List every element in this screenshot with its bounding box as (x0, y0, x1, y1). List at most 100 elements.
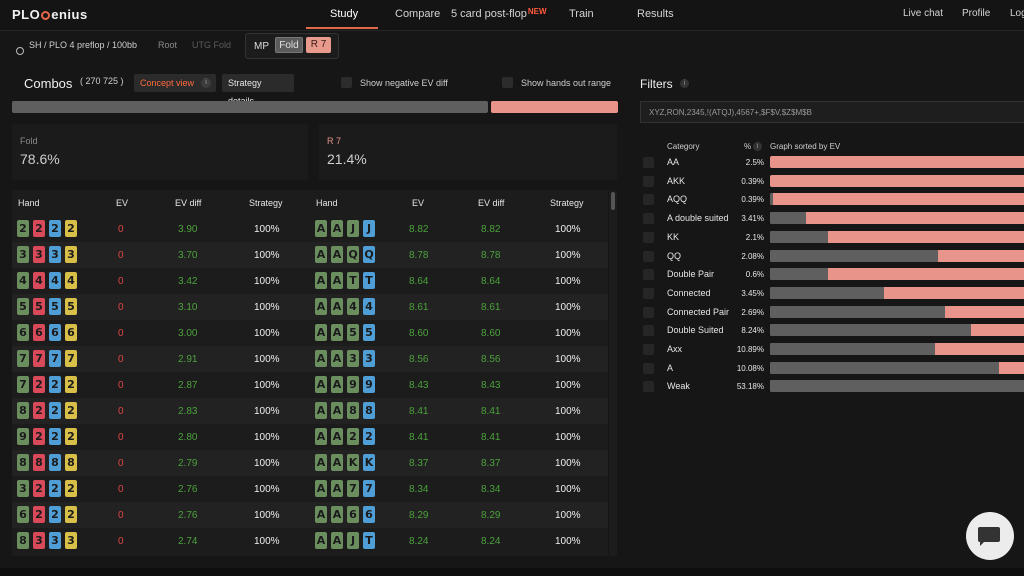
fold-stat-card: Fold 78.6% (12, 124, 308, 180)
col-hand-2[interactable]: Hand (316, 198, 338, 208)
table-row[interactable]: 3 2 2 2 0 2.76 100% A A 7 7 8.34 8.34 100% (12, 476, 608, 502)
filter-query-input[interactable] (640, 101, 1024, 123)
filter-row[interactable]: Axx 10.89% (640, 340, 1024, 359)
filter-row[interactable]: Double Suited 8.24% (640, 321, 1024, 340)
table-row[interactable]: 9 2 2 2 0 2.80 100% A A 2 2 8.41 8.41 100% (12, 424, 608, 450)
brand-logo[interactable]: PLO enius (12, 7, 88, 22)
ev-cell: 8.43 (409, 380, 429, 391)
filter-row[interactable]: Weak 53.18% (640, 377, 1024, 396)
filter-row[interactable]: A double suited 3.41% (640, 209, 1024, 228)
filter-checkbox[interactable] (643, 344, 654, 355)
table-row[interactable]: 4 4 4 4 0 3.42 100% A A T T 8.64 8.64 100% (12, 268, 608, 294)
raise-stat-value: 21.4% (327, 151, 367, 167)
filter-strategy-bar (770, 212, 1024, 225)
filter-checkbox[interactable] (643, 362, 654, 374)
col-strategy-2[interactable]: Strategy (550, 198, 584, 208)
fold-portion (770, 361, 999, 374)
playing-card: 6 (347, 506, 359, 523)
filter-checkbox[interactable] (643, 231, 654, 243)
playing-card: Q (347, 246, 359, 263)
filter-checkbox[interactable] (643, 157, 654, 168)
nav-tab-5-card-post-flop[interactable]: 5 card post-flopNEW (451, 7, 547, 20)
playing-card: A (331, 298, 343, 315)
filter-row[interactable]: Connected 3.45% (640, 284, 1024, 303)
table-row[interactable]: 2 2 2 2 0 3.90 100% A A J J 8.82 8.82 100% (12, 216, 608, 242)
table-row[interactable]: 8 8 8 8 0 2.79 100% A A K K 8.37 8.37 100% (12, 450, 608, 476)
col-ev-diff-2[interactable]: EV diff (478, 198, 505, 208)
concept-view-button[interactable]: Concept view i (134, 74, 216, 92)
table-row[interactable]: 6 2 2 2 0 2.76 100% A A 6 6 8.29 8.29 100% (12, 502, 608, 528)
playing-card: A (315, 350, 327, 367)
playing-card: 6 (33, 324, 45, 341)
playing-card: A (331, 350, 343, 367)
nav-tab-compare[interactable]: Compare (395, 8, 441, 20)
filter-checkbox[interactable] (643, 306, 654, 318)
table-row[interactable]: 8 2 2 2 0 2.83 100% A A 8 8 8.41 8.41 100% (12, 398, 608, 424)
filter-category-name: Connected Pair (667, 306, 730, 317)
breadcrumb-game[interactable]: SH / PLO 4 preflop / 100bb (29, 40, 138, 50)
breadcrumb-utg-fold[interactable]: UTG Fold (192, 40, 232, 50)
table-scrollbar[interactable] (609, 190, 617, 556)
nav-tab-train[interactable]: Train (569, 8, 594, 20)
filter-checkbox[interactable] (643, 250, 654, 262)
table-row[interactable]: 7 7 7 7 0 2.91 100% A A 3 3 8.56 8.56 100% (12, 346, 608, 372)
ev-cell: 0 (118, 458, 124, 469)
filter-row[interactable]: Connected Pair 2.69% (640, 303, 1024, 322)
table-row[interactable]: 7 2 2 2 0 2.87 100% A A 9 9 8.43 8.43 100% (12, 372, 608, 398)
table-row[interactable]: 5 5 5 5 0 3.10 100% A A 4 4 8.61 8.61 100% (12, 294, 608, 320)
pct-info-icon[interactable]: i (753, 142, 762, 151)
playing-card: A (331, 532, 343, 549)
ev-cell: 8.82 (409, 224, 429, 235)
col-ev[interactable]: EV (116, 198, 129, 208)
col-hand[interactable]: Hand (18, 198, 40, 208)
table-row[interactable]: 6 6 6 6 0 3.00 100% A A 5 5 8.60 8.60 100% (12, 320, 608, 346)
breadcrumb-root[interactable]: Root (158, 40, 178, 50)
filter-checkbox[interactable] (643, 325, 654, 337)
filter-row[interactable]: AA 2.5% (640, 153, 1024, 172)
filter-row[interactable]: A 10.08% (640, 359, 1024, 378)
show-hands-out-checkbox[interactable] (502, 77, 513, 88)
show-negative-ev-checkbox[interactable] (341, 77, 352, 88)
fold-action-button[interactable]: Fold (275, 37, 303, 53)
col-ev-2[interactable]: EV (412, 198, 425, 208)
filter-category-pct: 2.1% (745, 232, 764, 242)
nav-tab-study[interactable]: Study (330, 8, 359, 20)
playing-card: 6 (363, 506, 375, 523)
live-chat-button[interactable] (966, 512, 1014, 560)
filter-row[interactable]: QQ 2.08% (640, 247, 1024, 266)
raise-action-button[interactable]: R 7 (306, 37, 331, 53)
table-row[interactable]: 3 3 3 3 0 3.70 100% A A Q Q 8.78 8.78 100% (12, 242, 608, 268)
filters-info-icon[interactable]: i (680, 79, 689, 88)
filter-row[interactable]: AQQ 0.39% (640, 190, 1024, 209)
strategy-cell: 100% (254, 250, 280, 261)
strategy-cell: 100% (254, 302, 280, 313)
table-row[interactable]: 8 3 3 3 0 2.74 100% A A J T 8.24 8.24 100% (12, 528, 608, 554)
playing-card: K (347, 454, 359, 471)
filter-checkbox[interactable] (643, 269, 654, 281)
filter-checkbox[interactable] (643, 381, 654, 393)
strategy-cell: 100% (254, 380, 280, 391)
strategy-details-button[interactable]: Strategy details (222, 74, 294, 106)
playing-card: 2 (33, 220, 45, 237)
filter-row[interactable]: KK 2.1% (640, 228, 1024, 247)
playing-card: 3 (17, 480, 29, 497)
ev-cell: 8.61 (409, 302, 429, 313)
filter-checkbox[interactable] (643, 287, 654, 299)
strategy-cell: 100% (555, 250, 581, 261)
filter-checkbox[interactable] (643, 194, 654, 206)
ev-diff-cell: 8.43 (481, 380, 501, 391)
filter-row[interactable]: Double Pair 0.6% (640, 265, 1024, 284)
filter-checkbox[interactable] (643, 175, 654, 187)
nav-logout[interactable]: Log (1010, 8, 1024, 19)
scrollbar-thumb[interactable] (611, 192, 615, 210)
nav-profile[interactable]: Profile (962, 8, 991, 19)
filter-row[interactable]: AKK 0.39% (640, 172, 1024, 191)
playing-card: 3 (65, 532, 77, 549)
col-strategy[interactable]: Strategy (249, 198, 283, 208)
playing-card: 5 (363, 324, 375, 341)
nav-live-chat[interactable]: Live chat (903, 8, 944, 19)
nav-tab-results[interactable]: Results (637, 8, 674, 20)
filter-checkbox[interactable] (643, 213, 654, 225)
info-icon[interactable]: i (201, 78, 211, 88)
col-ev-diff[interactable]: EV diff (175, 198, 202, 208)
